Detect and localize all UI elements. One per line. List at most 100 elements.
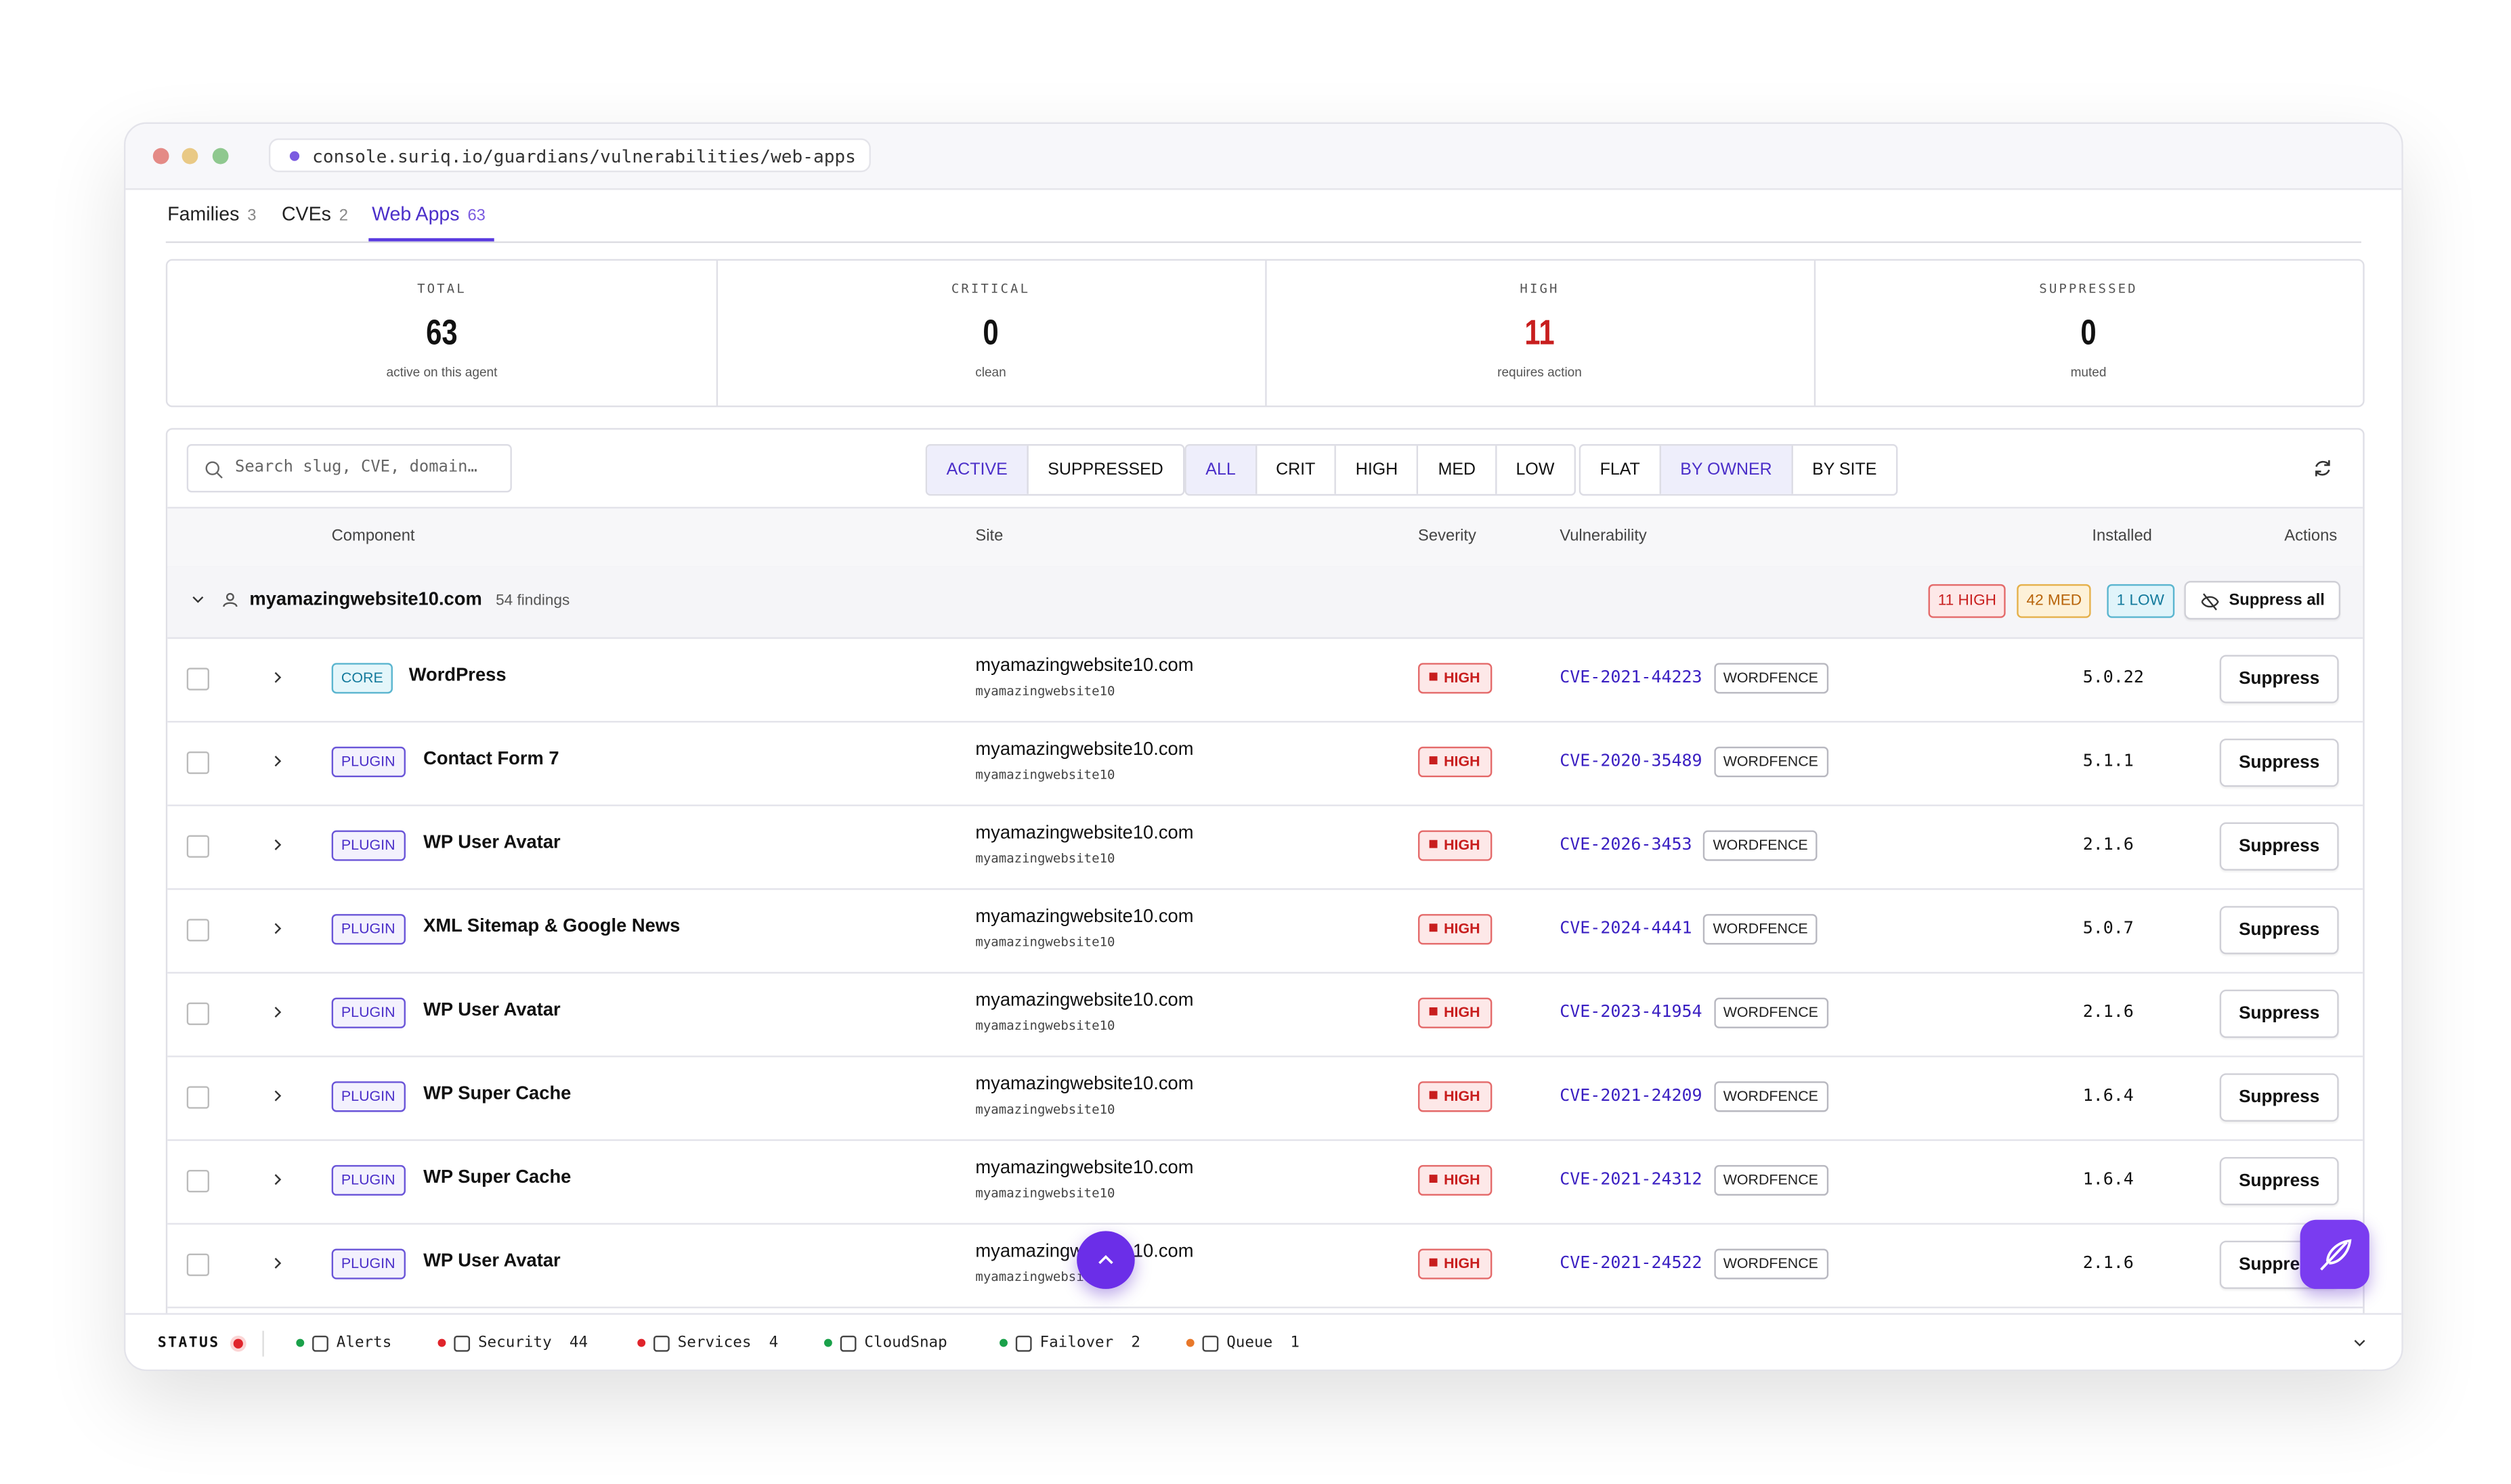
site-domain: myamazingwebsite10.com [975, 907, 1194, 928]
stat-value: 63 [426, 312, 458, 353]
status-item[interactable]: Failover 2 [1000, 1334, 1140, 1352]
status-icon [653, 1334, 670, 1351]
filter-button[interactable]: HIGH [1336, 445, 1419, 494]
cve-link[interactable]: CVE-2021-24312 [1560, 1170, 1702, 1190]
stat-label: TOTAL [417, 281, 467, 297]
expand-icon[interactable] [270, 1088, 286, 1104]
suppress-button[interactable]: Suppress [2219, 906, 2339, 955]
tab[interactable]: Web Apps 63 [372, 202, 486, 241]
stat-value: 0 [983, 312, 999, 353]
table-row [167, 721, 2363, 806]
suppress-button[interactable]: Suppress [2219, 738, 2339, 787]
expand-icon[interactable] [270, 753, 286, 769]
suppress-button[interactable]: Suppress [2219, 989, 2339, 1039]
row-checkbox[interactable] [186, 668, 209, 691]
expand-icon[interactable] [270, 1171, 286, 1187]
filter-button[interactable]: MED [1419, 445, 1497, 494]
segmented-control: ALL CRIT HIGH MED LOW [1184, 444, 1576, 496]
site-id: myamazingwebsite10 [975, 1102, 1115, 1117]
suppress-button[interactable]: Suppress [2219, 1073, 2339, 1122]
status-item[interactable]: Security 44 [437, 1334, 588, 1352]
column-header: Site [975, 527, 1004, 546]
row-checkbox[interactable] [186, 1086, 209, 1109]
zoom-light[interactable] [212, 148, 229, 165]
status-item[interactable]: Services 4 [637, 1334, 779, 1352]
status-icon [1202, 1334, 1219, 1351]
row-checkbox[interactable] [186, 835, 209, 858]
severity-badge: HIGH [1418, 1081, 1492, 1112]
collapse-icon[interactable] [190, 592, 206, 609]
row-checkbox[interactable] [186, 919, 209, 942]
row-checkbox[interactable] [186, 751, 209, 774]
status-item[interactable]: Alerts [296, 1334, 391, 1352]
expand-icon[interactable] [270, 1004, 286, 1020]
column-header: Actions [2284, 527, 2338, 546]
status-item[interactable]: Queue 1 [1186, 1334, 1300, 1352]
expand-icon[interactable] [270, 837, 286, 853]
cve-link[interactable]: CVE-2021-24522 [1560, 1253, 1702, 1273]
column-header: Vulnerability [1560, 527, 1647, 546]
close-light[interactable] [152, 148, 169, 165]
status-item[interactable]: CloudSnap [823, 1334, 947, 1352]
suppress-all-label: Suppress all [2229, 592, 2325, 610]
filter-button[interactable]: FLAT [1581, 445, 1661, 494]
severity-badge: HIGH [1418, 914, 1492, 945]
expand-icon[interactable] [270, 1255, 286, 1271]
scroll-top-button[interactable] [1077, 1231, 1135, 1289]
site-domain: myamazingwebsite10.com [975, 740, 1194, 760]
status-item-label: Failover [1039, 1334, 1114, 1352]
minimize-light[interactable] [181, 148, 198, 165]
installed-version: 2.1.6 [2082, 1002, 2134, 1022]
expand-icon[interactable] [270, 921, 286, 937]
search-input[interactable]: Search slug, CVE, domain… [186, 444, 512, 493]
cve-link[interactable]: CVE-2023-41954 [1560, 1002, 1702, 1022]
stat-label: HIGH [1520, 281, 1560, 297]
row-checkbox[interactable] [186, 1170, 209, 1193]
row-checkbox[interactable] [186, 1253, 209, 1276]
cve-link[interactable]: CVE-2020-35489 [1560, 751, 1702, 771]
status-bar: STATUS Alerts Security 44 Services 4 CloudSnap… [125, 1313, 2402, 1370]
status-item-count: 4 [769, 1334, 779, 1352]
url-bar[interactable]: console.suriq.io/guardians/vulnerabiliti… [268, 138, 871, 173]
feedback-button[interactable] [2300, 1219, 2369, 1289]
tab[interactable]: Families 3 [167, 202, 256, 241]
refresh-icon[interactable] [2311, 457, 2334, 479]
stat-label: SUPPRESSED [2039, 281, 2138, 297]
source-tag: WORDFENCE [1703, 914, 1818, 945]
status-dot [637, 1338, 646, 1347]
segmented-control: ACTIVE SUPPRESSED [925, 444, 1184, 496]
component-type-tag: PLUGIN [331, 1248, 405, 1280]
site-id: myamazingwebsite10 [975, 767, 1115, 783]
status-icon [1015, 1334, 1032, 1351]
filter-button[interactable]: BY SITE [1812, 460, 1877, 480]
suppress-button[interactable]: Suppress [2219, 1156, 2339, 1206]
expand-status-icon[interactable] [2352, 1336, 2368, 1352]
row-checkbox[interactable] [186, 1002, 209, 1026]
suppress-button[interactable]: Suppress [2219, 822, 2339, 871]
site-id: myamazingwebsite10 [975, 684, 1115, 699]
filter-button[interactable]: LOW [1516, 460, 1555, 480]
owner-icon [223, 592, 238, 607]
filter-button[interactable]: BY OWNER [1660, 445, 1793, 494]
eye-off-icon [2201, 593, 2219, 611]
severity-count-badge: 11 HIGH [1928, 584, 2006, 618]
filter-button[interactable]: CRIT [1257, 445, 1337, 494]
filter-button[interactable]: ACTIVE [927, 445, 1029, 494]
cve-link[interactable]: CVE-2021-24209 [1560, 1086, 1702, 1106]
status-item-count: 44 [569, 1334, 588, 1352]
status-icon [454, 1334, 471, 1351]
filter-button[interactable]: ALL [1186, 445, 1257, 494]
stat-note: clean [975, 365, 1006, 380]
suppress-button[interactable]: Suppress [2219, 655, 2339, 703]
cve-link[interactable]: CVE-2021-44223 [1560, 668, 1702, 687]
filter-button[interactable]: SUPPRESSED [1048, 460, 1163, 480]
tab[interactable]: CVEs 2 [282, 202, 348, 241]
site-domain: myamazingwebsite10.com [975, 991, 1194, 1011]
cve-link[interactable]: CVE-2026-3453 [1560, 835, 1692, 855]
expand-icon[interactable] [270, 670, 286, 686]
suppress-all-button[interactable]: Suppress all [2184, 581, 2341, 620]
cve-link[interactable]: CVE-2024-4441 [1560, 919, 1692, 938]
